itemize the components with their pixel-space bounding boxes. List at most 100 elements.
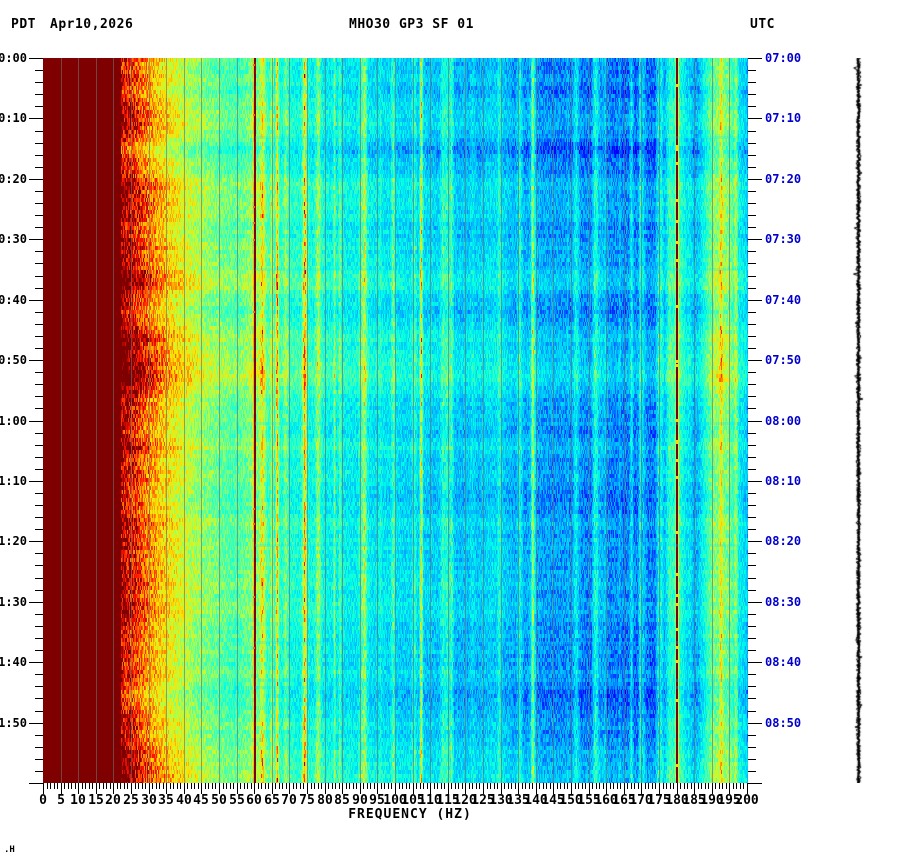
time-tick-minor-left — [35, 348, 43, 349]
time-tick-minor-right — [748, 288, 756, 289]
corner-mark: .H — [4, 845, 15, 855]
freq-tick-minor — [356, 783, 357, 789]
freq-label: 160 — [594, 793, 618, 808]
freq-tick-major — [430, 783, 431, 794]
freq-tick-minor — [57, 783, 58, 789]
freq-tick-minor — [736, 783, 737, 789]
time-tick-minor-right — [748, 493, 756, 494]
spectrogram-canvas[interactable] — [43, 58, 748, 783]
freq-tick-minor — [578, 783, 579, 789]
freq-tick-minor — [226, 783, 227, 789]
freq-tick-minor — [187, 783, 188, 789]
freq-tick-minor — [740, 783, 741, 789]
freq-tick-minor — [47, 783, 48, 789]
freq-tick-major — [307, 783, 308, 794]
freq-tick-minor — [497, 783, 498, 789]
freq-tick-minor — [163, 783, 164, 789]
freq-tick-minor — [300, 783, 301, 789]
time-tick-minor-right — [748, 348, 756, 349]
freq-tick-minor — [103, 783, 104, 789]
freq-tick-minor — [282, 783, 283, 789]
time-tick-minor-left — [35, 143, 43, 144]
freq-label: 45 — [193, 793, 209, 808]
freq-tick-minor — [328, 783, 329, 789]
freq-tick-minor — [673, 783, 674, 789]
freq-tick-minor — [670, 783, 671, 789]
freq-tick-minor — [353, 783, 354, 789]
freq-tick-major — [641, 783, 642, 794]
freq-tick-minor — [406, 783, 407, 789]
time-tick-minor-left — [35, 553, 43, 554]
header-date: Apr10,2026 — [50, 17, 134, 32]
time-tick-minor-left — [35, 614, 43, 615]
time-tick-major-right — [748, 300, 762, 301]
time-label-right: 07:50 — [765, 353, 802, 367]
freq-tick-minor — [64, 783, 65, 789]
time-tick-major-left — [29, 783, 43, 784]
time-tick-major-left — [29, 58, 43, 59]
freq-label: 165 — [612, 793, 636, 808]
freq-tick-minor — [479, 783, 480, 789]
freq-tick-minor — [265, 783, 266, 789]
time-label-left: 01:00 — [0, 414, 27, 428]
time-tick-minor-right — [748, 505, 756, 506]
time-tick-minor-right — [748, 771, 756, 772]
time-tick-minor-right — [748, 227, 756, 228]
time-tick-minor-left — [35, 711, 43, 712]
time-tick-minor-right — [748, 711, 756, 712]
freq-tick-major — [553, 783, 554, 794]
time-tick-major-right — [748, 723, 762, 724]
time-tick-minor-left — [35, 590, 43, 591]
freq-tick-minor — [691, 783, 692, 789]
freq-tick-major — [201, 783, 202, 794]
freq-tick-minor — [110, 783, 111, 789]
time-tick-minor-right — [748, 263, 756, 264]
time-tick-minor-right — [748, 590, 756, 591]
freq-tick-minor — [585, 783, 586, 789]
time-tick-major-right — [748, 541, 762, 542]
time-tick-major-left — [29, 541, 43, 542]
freq-label: 0 — [39, 793, 47, 808]
time-tick-minor-left — [35, 312, 43, 313]
freq-tick-minor — [82, 783, 83, 789]
time-tick-minor-left — [35, 167, 43, 168]
freq-tick-minor — [539, 783, 540, 789]
time-label-right: 08:00 — [765, 414, 802, 428]
time-tick-major-left — [29, 723, 43, 724]
freq-tick-minor — [575, 783, 576, 789]
freq-tick-major — [694, 783, 695, 794]
freq-tick-minor — [191, 783, 192, 789]
time-tick-major-left — [29, 481, 43, 482]
time-label-left: 01:10 — [0, 474, 27, 488]
freq-tick-major — [113, 783, 114, 794]
freq-tick-major — [501, 783, 502, 794]
time-label-right: 08:20 — [765, 534, 802, 548]
time-tick-minor-right — [748, 578, 756, 579]
time-label-right: 07:30 — [765, 232, 802, 246]
time-tick-major-right — [748, 239, 762, 240]
spectrogram-plot[interactable] — [43, 58, 748, 783]
freq-tick-minor — [543, 783, 544, 789]
time-label-left: 00:50 — [0, 353, 27, 367]
time-label-left: 00:20 — [0, 172, 27, 186]
freq-tick-major — [589, 783, 590, 794]
time-tick-minor-right — [748, 614, 756, 615]
freq-label: 115 — [436, 793, 460, 808]
header-timezone-left: PDT — [11, 17, 36, 32]
freq-tick-minor — [89, 783, 90, 789]
freq-tick-minor — [557, 783, 558, 789]
freq-tick-major — [149, 783, 150, 794]
freq-tick-minor — [244, 783, 245, 789]
freq-tick-minor — [708, 783, 709, 789]
freq-tick-major — [325, 783, 326, 794]
freq-tick-minor — [247, 783, 248, 789]
time-tick-minor-left — [35, 686, 43, 687]
freq-tick-minor — [339, 783, 340, 789]
time-tick-minor-left — [35, 529, 43, 530]
freq-tick-major — [518, 783, 519, 794]
time-tick-minor-left — [35, 131, 43, 132]
time-tick-minor-left — [35, 276, 43, 277]
time-tick-minor-right — [748, 759, 756, 760]
time-label-left: 01:50 — [0, 716, 27, 730]
time-axis-right-utc: 07:00 07:10 07:20 07:30 07:40 07:50 08:00 08:10… — [748, 52, 808, 784]
